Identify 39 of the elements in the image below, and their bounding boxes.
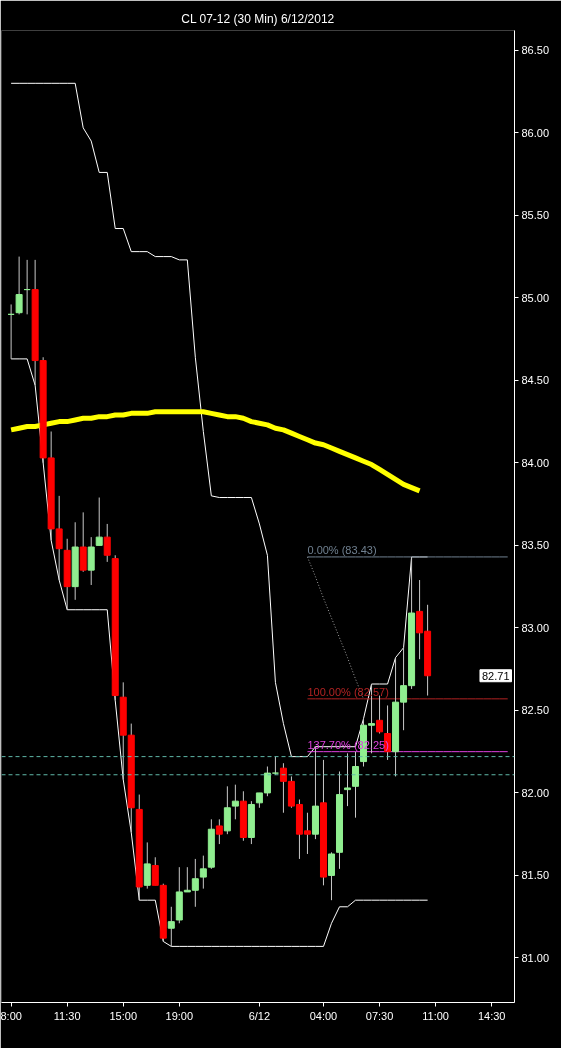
candlestick [103, 523, 111, 563]
x-tick-label: 04:00 [309, 1009, 338, 1022]
x-tick-label: 19:00 [165, 1009, 194, 1022]
y-tick-label: 82.50 [521, 704, 550, 717]
candlestick [344, 752, 352, 807]
y-tick-label: 81.00 [521, 951, 550, 964]
candlestick [199, 855, 207, 890]
candlestick [95, 497, 103, 546]
y-tick-label: 81.50 [521, 869, 550, 882]
candlestick [79, 511, 87, 573]
line-series [10, 358, 429, 947]
candlestick [143, 841, 151, 890]
x-tick-label: 8:00 [0, 1009, 22, 1022]
chart-title: CL 07-12 (30 Min) 6/12/2012 [181, 11, 335, 26]
x-tick-label: 14:30 [477, 1009, 506, 1022]
annotation: 82.71 [481, 669, 510, 682]
y-tick-label: 82.00 [521, 786, 550, 799]
series-label: 0.00% (83.43) [307, 543, 377, 556]
candlestick [87, 536, 95, 586]
x-tick-label: 07:30 [365, 1009, 394, 1022]
y-tick-label: 85.00 [521, 291, 550, 304]
y-tick-label: 85.50 [521, 209, 550, 222]
candlestick [352, 751, 360, 819]
y-tick-label: 83.50 [521, 539, 550, 552]
candlestick [167, 906, 175, 947]
x-tick-label: 6/12 [248, 1009, 271, 1022]
y-tick-label: 83.00 [521, 621, 550, 634]
candlestick [327, 851, 335, 901]
candlestick [215, 818, 223, 845]
x-tick-label: 11:00 [422, 1009, 449, 1022]
candlestick [223, 785, 231, 835]
y-tick-label: 84.00 [521, 456, 550, 469]
x-tick-label: 11:30 [53, 1009, 81, 1022]
y-tick-label: 86.50 [521, 44, 550, 57]
candlestick [231, 784, 239, 820]
y-tick-label: 86.00 [521, 126, 550, 139]
y-tick-label: 84.50 [521, 374, 550, 387]
x-tick-label: 15:00 [109, 1009, 138, 1022]
candlestick [15, 256, 23, 315]
